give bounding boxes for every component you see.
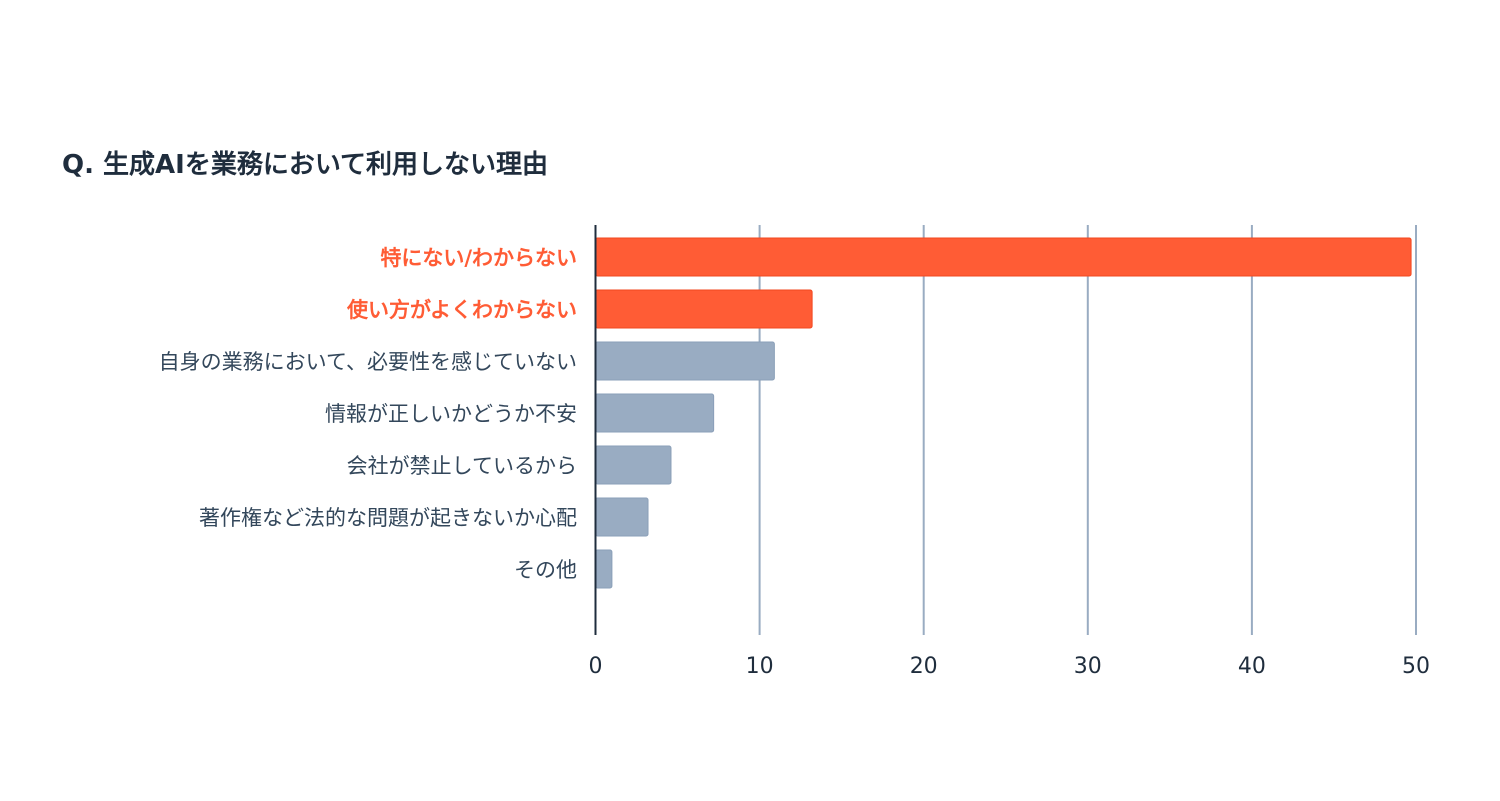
category-label: 特にない/わからない <box>380 246 577 270</box>
bar <box>595 289 813 329</box>
category-label: 情報が正しいかどうか不安 <box>325 402 577 426</box>
x-tick-label: 40 <box>1238 654 1266 679</box>
category-label: 会社が禁止しているから <box>347 454 577 478</box>
bar <box>595 445 672 485</box>
bar <box>595 497 649 537</box>
bar <box>595 393 715 433</box>
x-tick-label: 20 <box>910 654 938 679</box>
bar <box>595 341 775 381</box>
bar <box>595 549 613 589</box>
category-label: その他 <box>514 558 577 582</box>
bar <box>595 237 1412 277</box>
category-label: 著作権など法的な問題が起きないか心配 <box>199 506 577 530</box>
x-tick-label: 0 <box>589 654 603 679</box>
chart-title: Q. 生成AIを業務において利用しない理由 <box>62 150 549 180</box>
category-label: 使い方がよくわからない <box>346 298 577 322</box>
x-tick-label: 30 <box>1074 654 1102 679</box>
category-label: 自身の業務において、必要性を感じていない <box>159 350 577 374</box>
x-tick-label: 10 <box>746 654 774 679</box>
x-tick-label: 50 <box>1402 654 1430 679</box>
